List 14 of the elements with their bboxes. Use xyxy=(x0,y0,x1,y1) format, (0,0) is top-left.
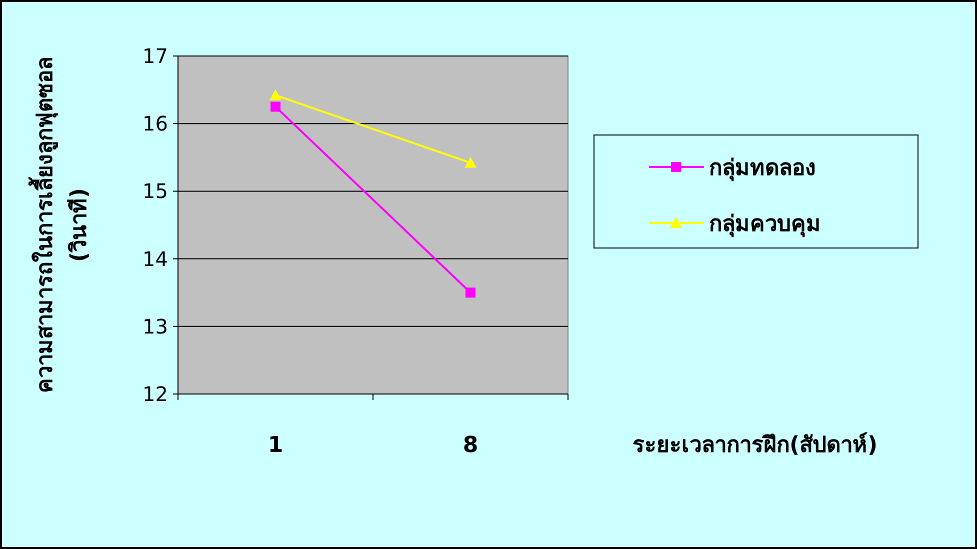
legend-label: กลุ่มทดลอง xyxy=(709,156,816,182)
point xyxy=(270,102,280,112)
y-tick-label: 16 xyxy=(142,112,168,136)
y-tick-label: 14 xyxy=(142,246,168,271)
y-tick-label: 12 xyxy=(142,382,168,406)
y-tick-label: 13 xyxy=(142,314,168,338)
x-tick-label: 1 xyxy=(268,433,284,458)
y-tick-label: 17 xyxy=(142,44,168,68)
legend-label: กลุ่มควบคุม xyxy=(709,212,821,238)
x-axis-title: ระยะเวลาการฝึก(สัปดาห์) xyxy=(632,432,878,458)
y-axis-title: ความสามารถในการเลี้ยงลูกฟุตซอล (วินาที) xyxy=(28,57,92,393)
point xyxy=(466,288,476,298)
x-tick-label: 8 xyxy=(462,433,478,458)
y-tick-label: 15 xyxy=(142,179,168,204)
